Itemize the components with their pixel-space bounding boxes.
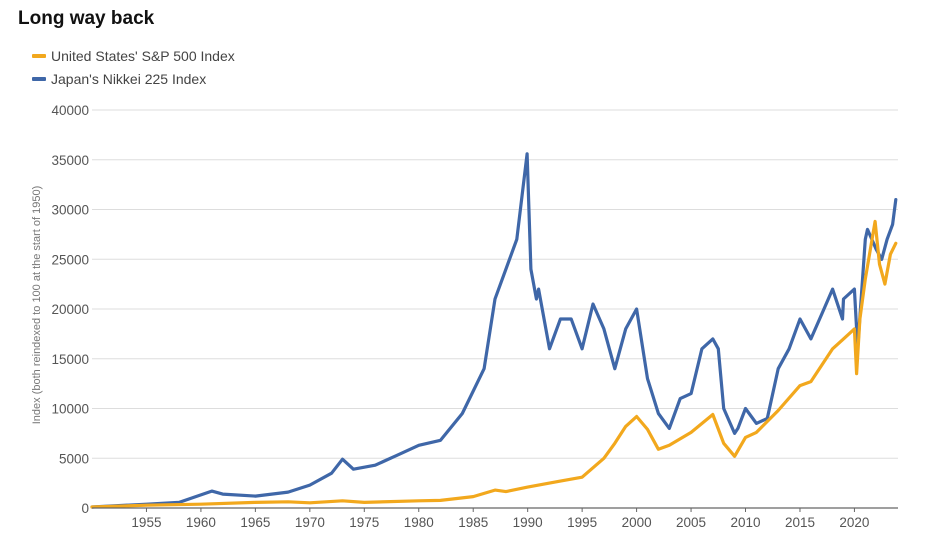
y-tick-label: 30000 <box>51 203 89 218</box>
legend-swatch-sp500 <box>32 53 46 58</box>
y-tick-label: 35000 <box>51 153 89 168</box>
y-tick-label: 20000 <box>51 302 89 317</box>
x-tick-label: 1985 <box>458 515 488 530</box>
legend-item-sp500: United States' S&P 500 Index <box>32 44 235 67</box>
x-tick-label: 1975 <box>349 515 379 530</box>
legend-label-sp500: United States' S&P 500 Index <box>51 47 235 64</box>
legend-label-nikkei: Japan's Nikkei 225 Index <box>51 70 207 87</box>
y-tick-label: 15000 <box>51 352 89 367</box>
x-tick-label: 2005 <box>676 515 706 530</box>
chart-title: Long way back <box>18 8 155 29</box>
y-axis-label: Index (both reindexed to 100 at the star… <box>31 186 43 425</box>
y-tick-label: 40000 <box>51 103 89 118</box>
x-tick-label: 1965 <box>240 515 270 530</box>
y-tick-label: 5000 <box>59 451 89 466</box>
x-tick-label: 1995 <box>567 515 597 530</box>
x-tick-label: 1955 <box>131 515 161 530</box>
y-tick-label: 0 <box>81 501 89 516</box>
x-tick-label: 2015 <box>785 515 815 530</box>
legend-swatch-nikkei <box>32 76 46 81</box>
x-tick-label: 1980 <box>404 515 434 530</box>
x-axis-ticks: 1955 1960 1965 1970 1975 1980 1985 1990 1995 2000… <box>131 508 869 530</box>
x-tick-label: 2010 <box>730 515 760 530</box>
y-tick-label: 10000 <box>51 402 89 417</box>
series-lines <box>90 152 898 509</box>
chart-legend: United States' S&P 500 Index Japan's Nik… <box>32 44 235 90</box>
y-axis-ticks: 0 5000 10000 15000 20000 25000 30000 35000 40000 <box>51 103 89 516</box>
x-tick-label: 1990 <box>513 515 543 530</box>
y-tick-label: 25000 <box>51 252 89 267</box>
grid-lines <box>92 109 898 459</box>
x-tick-label: 2020 <box>839 515 869 530</box>
series-line-sp500 <box>90 219 898 509</box>
x-tick-label: 1970 <box>295 515 325 530</box>
x-tick-label: 1960 <box>186 515 216 530</box>
x-tick-label: 2000 <box>622 515 652 530</box>
series-line-nikkei <box>90 152 898 509</box>
legend-item-nikkei: Japan's Nikkei 225 Index <box>32 67 235 90</box>
